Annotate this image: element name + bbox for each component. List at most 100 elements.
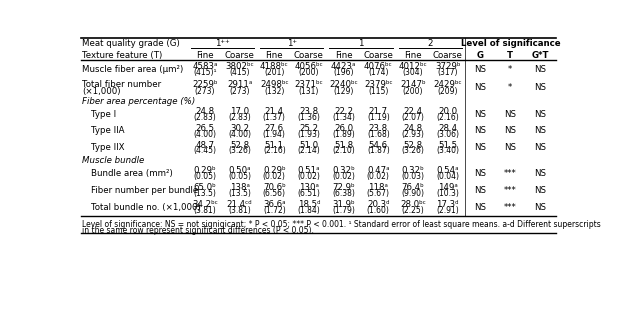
Text: (2.16): (2.16) (263, 146, 286, 156)
Text: 25.2: 25.2 (299, 123, 319, 133)
Text: Type IIX: Type IIX (92, 143, 125, 152)
Text: (3.81): (3.81) (228, 206, 251, 215)
Text: ***: *** (504, 186, 516, 195)
Text: 130ᵃ: 130ᵃ (299, 183, 319, 192)
Text: (0.02): (0.02) (263, 172, 286, 181)
Text: NS: NS (474, 203, 486, 212)
Text: NS: NS (504, 126, 516, 135)
Text: 24.8: 24.8 (195, 107, 215, 116)
Text: in the same row represent significant differences (P < 0.05).: in the same row represent significant di… (82, 226, 314, 235)
Text: (1.94): (1.94) (263, 129, 286, 139)
Text: 36.6ᵃ: 36.6ᵃ (263, 200, 285, 209)
Text: Coarse: Coarse (363, 51, 393, 60)
Text: 27.6: 27.6 (265, 123, 284, 133)
Text: (200): (200) (299, 68, 319, 77)
Text: Meat quality grade (G): Meat quality grade (G) (82, 39, 180, 49)
Text: NS: NS (474, 126, 486, 135)
Text: (0.02): (0.02) (367, 172, 390, 181)
Text: (1.87): (1.87) (367, 146, 390, 156)
Text: NS: NS (474, 83, 486, 92)
Text: (6.38): (6.38) (332, 189, 355, 198)
Text: (0.02): (0.02) (298, 172, 321, 181)
Text: Muscle fiber area (μm²): Muscle fiber area (μm²) (82, 65, 184, 74)
Text: Coarse: Coarse (224, 51, 254, 60)
Text: 31.9ᵇ: 31.9ᵇ (332, 200, 355, 209)
Text: 51.5: 51.5 (438, 140, 457, 150)
Text: 23.8: 23.8 (299, 107, 319, 116)
Text: (1.93): (1.93) (298, 129, 321, 139)
Text: (1.60): (1.60) (367, 206, 390, 215)
Text: (209): (209) (437, 87, 458, 96)
Text: Fine: Fine (404, 51, 422, 60)
Text: 0.32ᵇ: 0.32ᵇ (402, 166, 424, 175)
Text: (2.93): (2.93) (402, 129, 425, 139)
Text: 1⁺: 1⁺ (286, 39, 296, 48)
Text: (4.00): (4.00) (193, 129, 216, 139)
Text: (6.51): (6.51) (298, 189, 321, 198)
Text: 26.0: 26.0 (334, 123, 353, 133)
Text: 0.54ᵃ: 0.54ᵃ (436, 166, 459, 175)
Text: 72.9ᵇ: 72.9ᵇ (332, 183, 355, 192)
Text: NS: NS (534, 126, 547, 135)
Text: *: * (508, 83, 513, 92)
Text: (1.84): (1.84) (298, 206, 321, 215)
Text: 20.0: 20.0 (438, 107, 457, 116)
Text: NS: NS (534, 143, 547, 152)
Text: 4076ᵇᶜ: 4076ᵇᶜ (364, 62, 392, 71)
Text: NS: NS (474, 186, 486, 195)
Text: Fine: Fine (196, 51, 214, 60)
Text: 51.1: 51.1 (265, 140, 284, 150)
Text: (0.05): (0.05) (193, 172, 216, 181)
Text: (2.83): (2.83) (228, 112, 251, 122)
Text: (13.5): (13.5) (193, 189, 216, 198)
Text: (3.26): (3.26) (402, 146, 425, 156)
Text: 34.2ᵇᶜ: 34.2ᵇᶜ (192, 200, 218, 209)
Text: 21.4ᶜᵈ: 21.4ᶜᵈ (227, 200, 252, 209)
Text: (4.45): (4.45) (193, 146, 216, 156)
Text: (1.68): (1.68) (367, 129, 390, 139)
Text: (273): (273) (229, 87, 250, 96)
Text: 3802ᵇᶜ: 3802ᵇᶜ (225, 62, 254, 71)
Text: Bundle area (mm²): Bundle area (mm²) (92, 169, 173, 178)
Text: Total bundle no. (×1,000): Total bundle no. (×1,000) (92, 203, 202, 212)
Text: (0.03): (0.03) (402, 172, 425, 181)
Text: 21.4: 21.4 (265, 107, 284, 116)
Text: (2.07): (2.07) (402, 112, 425, 122)
Text: 70.6ᵇ: 70.6ᵇ (263, 183, 286, 192)
Text: (131): (131) (299, 87, 319, 96)
Text: (115): (115) (368, 87, 389, 96)
Text: NS: NS (534, 65, 547, 74)
Text: (6.56): (6.56) (263, 189, 286, 198)
Text: 18.5ᵈ: 18.5ᵈ (298, 200, 320, 209)
Text: 138ᵃ: 138ᵃ (229, 183, 249, 192)
Text: ***: *** (504, 169, 516, 178)
Text: 2429ᵇᶜ: 2429ᵇᶜ (433, 80, 462, 89)
Text: (4.00): (4.00) (228, 129, 251, 139)
Text: 26.5: 26.5 (195, 123, 215, 133)
Text: (129): (129) (334, 87, 354, 96)
Text: Type IIA: Type IIA (92, 126, 125, 135)
Text: 0.29ᵇ: 0.29ᵇ (193, 166, 216, 175)
Text: 52.8: 52.8 (230, 140, 249, 150)
Text: (3.06): (3.06) (436, 129, 459, 139)
Text: (0.04): (0.04) (436, 172, 459, 181)
Text: (1.34): (1.34) (332, 112, 355, 122)
Text: (10.3): (10.3) (436, 189, 459, 198)
Text: 0.32ᵇ: 0.32ᵇ (332, 166, 355, 175)
Text: (132): (132) (264, 87, 285, 96)
Text: 24.8: 24.8 (404, 123, 423, 133)
Text: 2498ᵇᶜ: 2498ᵇᶜ (260, 80, 288, 89)
Text: 22.2: 22.2 (334, 107, 353, 116)
Text: (0.05): (0.05) (228, 172, 251, 181)
Text: 4583ᵃ: 4583ᵃ (192, 62, 218, 71)
Text: (0.02): (0.02) (332, 172, 355, 181)
Text: (273): (273) (195, 87, 215, 96)
Text: (174): (174) (368, 68, 389, 77)
Text: 28.0ᵇᶜ: 28.0ᵇᶜ (400, 200, 426, 209)
Text: Coarse: Coarse (294, 51, 324, 60)
Text: Fine: Fine (335, 51, 352, 60)
Text: 65.0ᵇ: 65.0ᵇ (193, 183, 216, 192)
Text: 76.4ᵇ: 76.4ᵇ (402, 183, 424, 192)
Text: (1.37): (1.37) (263, 112, 286, 122)
Text: (2.10): (2.10) (332, 146, 355, 156)
